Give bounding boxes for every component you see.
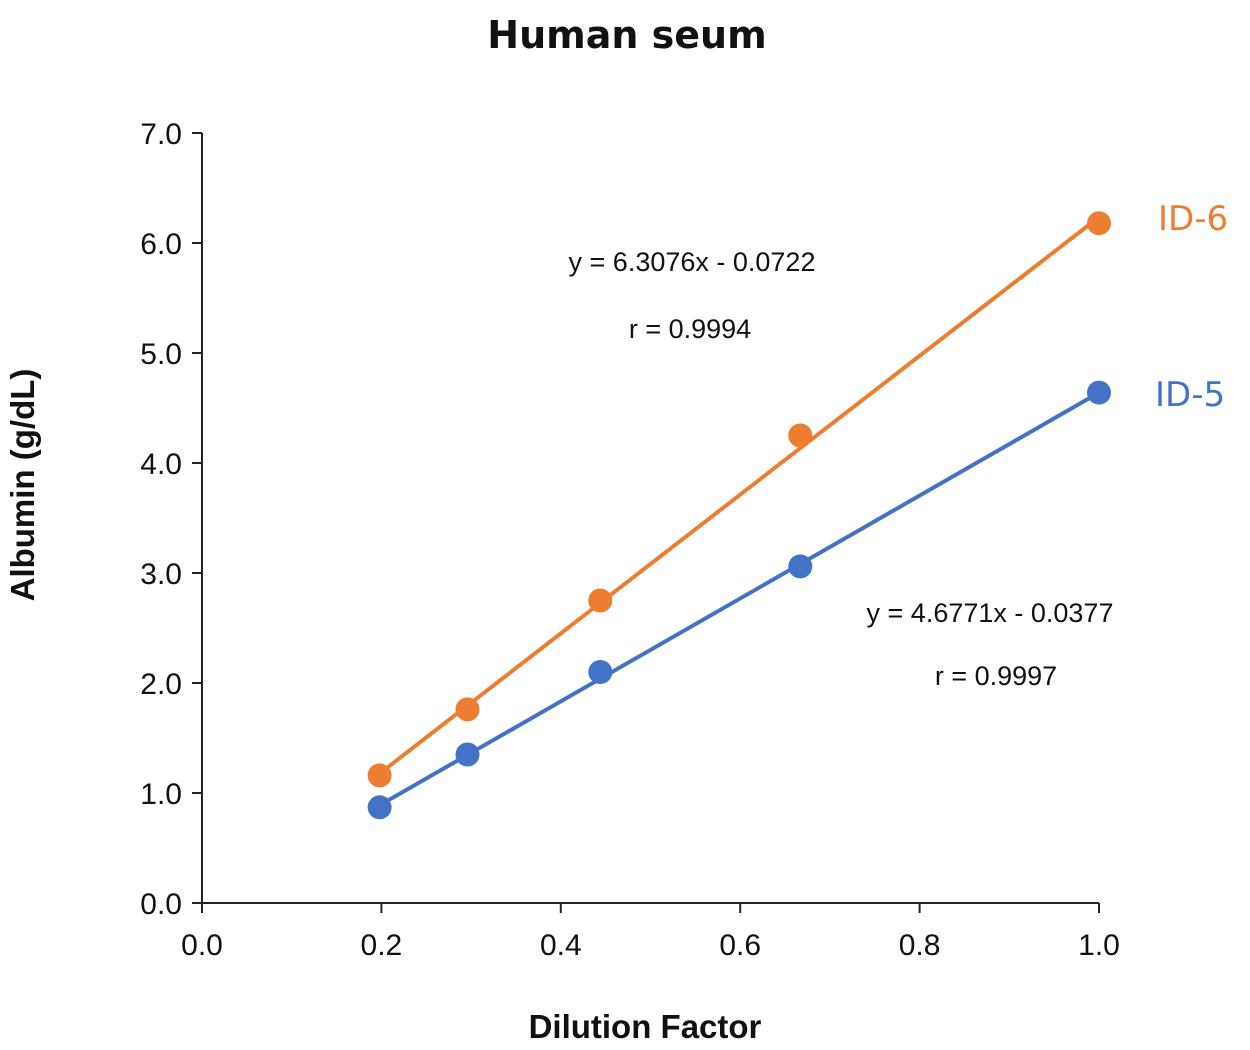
x-tick-label: 1.0	[1078, 929, 1120, 962]
ticks: 0.0 1.0 2.0 3.0 4.0 5.0 6.0 7.0 0.0 0.2 0.4 0.6 0.8 1…	[140, 118, 1120, 962]
x-tick-label: 0.2	[361, 929, 403, 962]
y-tick-label: 7.0	[140, 118, 182, 151]
x-tick-label: 0.8	[899, 929, 941, 962]
y-tick-label: 3.0	[140, 558, 182, 591]
data-points	[367, 211, 1111, 820]
data-point-id-6	[455, 697, 480, 722]
y-tick-label: 0.0	[140, 888, 182, 921]
trendlines	[378, 215, 1101, 808]
x-tick-label: 0.4	[540, 929, 582, 962]
data-point-id-6	[788, 423, 813, 448]
axes	[201, 133, 1099, 904]
id5-equation: y = 4.6771x - 0.0377	[867, 598, 1114, 628]
data-point-id-6	[1087, 211, 1111, 236]
id5-r-value: r = 0.9997	[935, 661, 1057, 691]
series-label-id5: ID-5	[1155, 375, 1225, 415]
trendline-id-5	[378, 390, 1100, 808]
id6-r-value: r = 0.9994	[629, 314, 751, 344]
data-point-id-5	[455, 742, 480, 767]
y-tick-label: 1.0	[140, 778, 182, 811]
y-tick-label: 4.0	[140, 448, 182, 481]
x-axis-title: Dilution Factor	[529, 1008, 762, 1045]
y-tick-label: 5.0	[140, 338, 182, 371]
data-point-id-6	[367, 763, 392, 788]
data-point-id-5	[1087, 380, 1111, 405]
data-point-id-6	[588, 588, 613, 613]
y-tick-label: 6.0	[140, 228, 182, 261]
series-label-id6: ID-6	[1158, 199, 1228, 239]
id6-equation: y = 6.3076x - 0.0722	[569, 247, 816, 277]
y-axis-title: Albumin (g/dL)	[4, 369, 41, 602]
data-point-id-5	[788, 554, 813, 579]
x-tick-label: 0.0	[181, 929, 223, 962]
x-tick-label: 0.6	[719, 929, 761, 962]
data-point-id-5	[588, 660, 613, 684]
chart-title: Human seum	[487, 13, 766, 57]
trendline-id-6	[378, 215, 1101, 776]
y-tick-label: 2.0	[140, 668, 182, 701]
data-point-id-5	[367, 795, 392, 820]
